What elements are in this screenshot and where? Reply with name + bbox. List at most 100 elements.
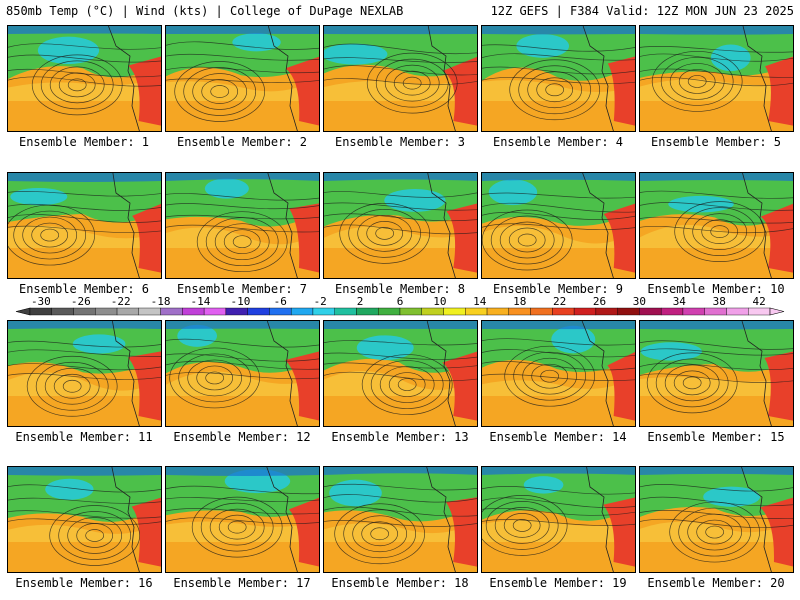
- colorbar-tick-label: 18: [513, 296, 526, 308]
- frigid-edge: [640, 321, 793, 330]
- flow-contour: [324, 340, 477, 346]
- height-contour: [31, 222, 69, 248]
- temperature-field: [482, 173, 635, 278]
- flow-contour: [640, 68, 793, 78]
- flow-contour: [324, 43, 477, 55]
- coastline: [742, 26, 772, 131]
- ensemble-member-label: Ensemble Member: 4: [492, 135, 624, 149]
- flow-contour: [640, 216, 793, 224]
- hot-region: [288, 497, 319, 567]
- temperature-field: [482, 321, 635, 426]
- ensemble-member-label: Ensemble Member: 1: [18, 135, 150, 149]
- flow-contour: [640, 348, 793, 356]
- ensemble-member-label: Ensemble Member: 8: [334, 282, 466, 296]
- hot-region: [760, 203, 793, 273]
- ensemble-member-map: [639, 25, 794, 132]
- height-contour: [674, 201, 766, 262]
- height-contour: [352, 515, 408, 553]
- frigid-edge: [166, 173, 319, 181]
- flow-contour: [640, 373, 793, 383]
- height-contour: [669, 63, 725, 100]
- height-contour: [393, 70, 431, 96]
- frigid-edge: [8, 173, 161, 182]
- frigid-edge: [324, 173, 477, 181]
- flow-contour: [8, 76, 161, 87]
- frigid-edge: [482, 467, 635, 475]
- frigid-edge: [8, 26, 161, 34]
- flow-contour: [8, 54, 161, 63]
- colorbar-segment: [465, 307, 488, 316]
- coastline: [582, 26, 614, 131]
- flow-contour: [8, 497, 161, 504]
- height-contour: [58, 511, 132, 560]
- height-contour: [196, 211, 288, 273]
- coastline: [741, 467, 772, 572]
- height-contour: [490, 215, 564, 265]
- colorbar-segment: [116, 307, 140, 316]
- mild-band: [8, 372, 161, 396]
- ensemble-member-map: [7, 466, 162, 573]
- temperature-field: [166, 26, 319, 131]
- height-contour: [482, 495, 568, 556]
- ensemble-member-label: Ensemble Member: 13: [331, 430, 469, 444]
- flow-contour: [324, 506, 477, 517]
- mild-band: [482, 79, 635, 101]
- flow-contour: [8, 214, 161, 223]
- height-contour: [357, 214, 413, 252]
- mild-band: [482, 519, 635, 542]
- colorbar-segment: [595, 307, 618, 316]
- flow-contour: [324, 520, 477, 527]
- temperature-field: [640, 321, 793, 426]
- height-contour: [646, 352, 738, 414]
- ensemble-member-map: [481, 172, 636, 279]
- mild-band: [640, 224, 793, 248]
- flow-contour: [640, 340, 793, 350]
- colorbar-segment: [552, 307, 575, 316]
- flow-contour: [324, 213, 477, 222]
- height-contour: [191, 496, 283, 558]
- colorbar-segment: [356, 307, 379, 316]
- colorbar-tick-label: 42: [752, 296, 765, 308]
- height-contour: [692, 213, 748, 250]
- colorbar-tick-label: -2: [314, 296, 327, 308]
- flow-contour: [324, 352, 477, 360]
- height-contour: [169, 347, 261, 409]
- height-contour: [655, 358, 729, 408]
- coastline: [582, 173, 614, 278]
- height-contour: [504, 345, 596, 407]
- temperature-field: [482, 467, 635, 572]
- coastline: [426, 321, 456, 426]
- height-contour: [187, 359, 243, 397]
- ensemble-member-label: Ensemble Member: 3: [334, 135, 466, 149]
- colorbar-tick-label: 6: [397, 296, 404, 308]
- colorbar-tick-label: 26: [593, 296, 606, 308]
- map-title: 850mb Temp (°C) | Wind (kts) | College o…: [6, 4, 404, 18]
- coastline: [581, 321, 614, 426]
- frigid-edge: [166, 26, 319, 34]
- height-contour: [494, 507, 550, 544]
- hot-region: [442, 351, 477, 421]
- ensemble-member-map: [7, 320, 162, 427]
- cold-pocket: [516, 34, 570, 58]
- mild-band: [640, 520, 793, 542]
- ensemble-member-map: [481, 320, 636, 427]
- height-contour: [701, 219, 739, 244]
- height-contour: [174, 61, 266, 122]
- ensemble-member-label: Ensemble Member: 11: [15, 430, 153, 444]
- mild-band: [324, 76, 477, 101]
- hot-region: [607, 56, 635, 126]
- cold-pocket: [384, 188, 446, 212]
- flow-contour: [166, 338, 319, 348]
- height-contour: [522, 357, 578, 395]
- height-contour: [35, 361, 109, 411]
- cold-pocket: [37, 36, 100, 65]
- height-contour: [183, 67, 257, 116]
- flow-contour: [166, 485, 319, 495]
- flow-contour: [324, 78, 477, 86]
- height-contour: [192, 73, 248, 110]
- flow-contour: [482, 66, 635, 75]
- flow-contour: [482, 508, 635, 516]
- colorbar-segment: [748, 307, 771, 316]
- flow-contour: [166, 517, 319, 525]
- colorbar-segment: [378, 307, 401, 316]
